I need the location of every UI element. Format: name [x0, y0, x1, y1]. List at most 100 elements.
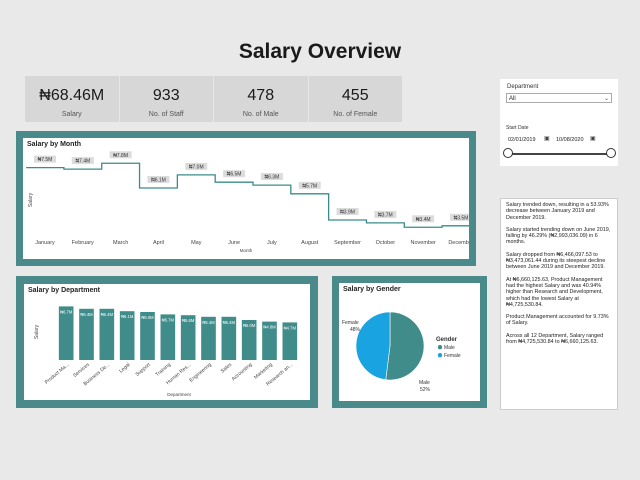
y-axis-title: Salary [34, 324, 40, 339]
narrative-paragraph: At ₦6,660,125.63, Product Management had… [506, 276, 603, 308]
data-label: ₦3.4M [416, 217, 431, 223]
department-bar [160, 314, 176, 360]
x-tick-label: Product Ma... [44, 362, 71, 386]
data-label: ₦6.3M [265, 175, 280, 181]
data-label-bg [34, 155, 56, 163]
salary-by-department-panel: Salary by Department ₦6.7M Product Ma... ₦… [16, 276, 318, 408]
x-tick-label: July [267, 240, 277, 246]
x-tick-label: September [334, 240, 361, 246]
chart-title: Salary by Gender [343, 286, 401, 293]
narrative-paragraph: Product Management accounted for 9.73% o… [506, 314, 609, 327]
data-label: ₦3.5M [454, 215, 469, 221]
x-axis-title: Month [240, 248, 253, 253]
x-tick-label: Accounting [231, 362, 254, 383]
data-label: ₦3.7M [378, 212, 393, 218]
x-tick-label: Legal [118, 362, 131, 374]
slice-label-name: Male [419, 380, 430, 386]
legend-marker [437, 353, 443, 358]
slice-label-name: Female [342, 320, 359, 326]
department-bar [282, 322, 298, 360]
date-slicer: Start Date 02/01/2019 ▣ 10/08/2020 ▣ [500, 121, 618, 166]
kpi-value: 455 [341, 87, 369, 104]
data-label-bg [298, 181, 321, 189]
x-tick-label: Support [135, 362, 153, 378]
date-range-end-handle[interactable] [606, 148, 616, 158]
kpi-staff[interactable]: 933 No. of Staff [120, 76, 214, 122]
data-label: ₦5.0M [243, 323, 256, 328]
department-dropdown-value: All [509, 96, 516, 102]
chevron-down-icon: ⌄ [603, 96, 609, 102]
department-slicer: Department All ⌄ [500, 79, 618, 123]
data-label: ₦5.6M [182, 318, 195, 323]
kpi-value: 933 [152, 87, 180, 104]
start-date-input[interactable]: 02/01/2019 [508, 137, 536, 143]
kpi-label: No. of Staff [148, 111, 184, 118]
data-label-bg [109, 151, 132, 159]
data-label: ₦6.4M [80, 312, 93, 317]
department-bar [79, 308, 94, 360]
x-tick-label: June [228, 240, 240, 246]
salary-by-month-chart[interactable]: ₦7.5M January ₦7.4M February ₦7.8M March ₦6.1M… [23, 138, 469, 259]
data-label-bg [185, 162, 208, 170]
date-slicer-label: Start Date [506, 125, 529, 131]
department-bar [241, 320, 257, 360]
department-bar [262, 321, 277, 360]
x-tick-label: May [191, 240, 202, 246]
department-dropdown[interactable]: All ⌄ [506, 93, 612, 103]
legend-marker [437, 345, 443, 350]
data-label-bg [450, 213, 469, 221]
x-tick-label: February [72, 240, 94, 246]
data-label-bg [147, 176, 170, 183]
x-tick-label: Engineering [188, 362, 212, 384]
kpi-value: ₦68.46M [39, 87, 105, 104]
smart-narrative: Salary trended down, resulting in a 53.9… [500, 198, 618, 410]
kpi-label: Salary [61, 111, 82, 118]
data-label-bg [223, 170, 246, 178]
kpi-strip: ₦68.46M Salary 933 No. of Staff 478 No. … [25, 76, 402, 122]
data-label: ₦6.1M [151, 178, 166, 184]
data-label: ₦5.4M [202, 320, 215, 325]
data-label: ₦5.4M [223, 320, 236, 325]
x-axis-title: Department [167, 392, 191, 397]
department-bar [140, 312, 155, 360]
department-bar [221, 316, 237, 360]
kpi-label: No. of Male [242, 111, 279, 118]
date-range-start-handle[interactable] [503, 148, 513, 158]
department-bar [99, 308, 115, 360]
narrative-paragraph: Salary dropped from ₦6,466,097.53 to ₦3,… [506, 251, 606, 271]
department-bar [119, 311, 135, 360]
data-label: ₦5.7M [162, 317, 175, 322]
data-label: ₦6.5M [227, 172, 242, 178]
kpi-salary[interactable]: ₦68.46M Salary [25, 76, 120, 122]
data-label: ₦7.4M [75, 159, 90, 165]
department-bar [58, 306, 74, 360]
slice-label-percent: 48% [350, 327, 361, 333]
chart-title: Salary by Month [27, 141, 82, 148]
data-label: ₦4.8M [263, 325, 276, 330]
date-range-track[interactable] [508, 153, 611, 155]
data-label-bg [374, 210, 397, 218]
x-tick-label: December [448, 240, 469, 246]
salary-by-gender-panel: Salary by Gender Female 48% Male 52% Gender M… [332, 276, 487, 408]
narrative-paragraph: Across all 12 Department, Salary ranged … [506, 332, 604, 346]
data-label-bg [336, 208, 359, 215]
x-tick-label: January [35, 240, 55, 246]
legend-title: Gender [436, 337, 458, 343]
x-tick-label: August [301, 240, 319, 246]
data-label-bg [412, 215, 435, 223]
end-date-input[interactable]: 10/08/2020 [556, 137, 584, 143]
data-label: ₦6.0M [141, 315, 154, 320]
x-tick-label: Services [72, 362, 91, 379]
data-label: ₦6.4M [101, 312, 114, 317]
calendar-icon[interactable]: ▣ [544, 136, 550, 142]
data-label: ₦7.0M [189, 164, 204, 170]
kpi-label: No. of Female [333, 111, 378, 118]
slice-label-percent: 52% [420, 387, 431, 393]
kpi-female[interactable]: 455 No. of Female [309, 76, 403, 122]
y-axis-title: Salary [28, 192, 34, 207]
kpi-male[interactable]: 478 No. of Male [214, 76, 309, 122]
data-label-bg [71, 157, 94, 165]
calendar-icon[interactable]: ▣ [590, 136, 596, 142]
